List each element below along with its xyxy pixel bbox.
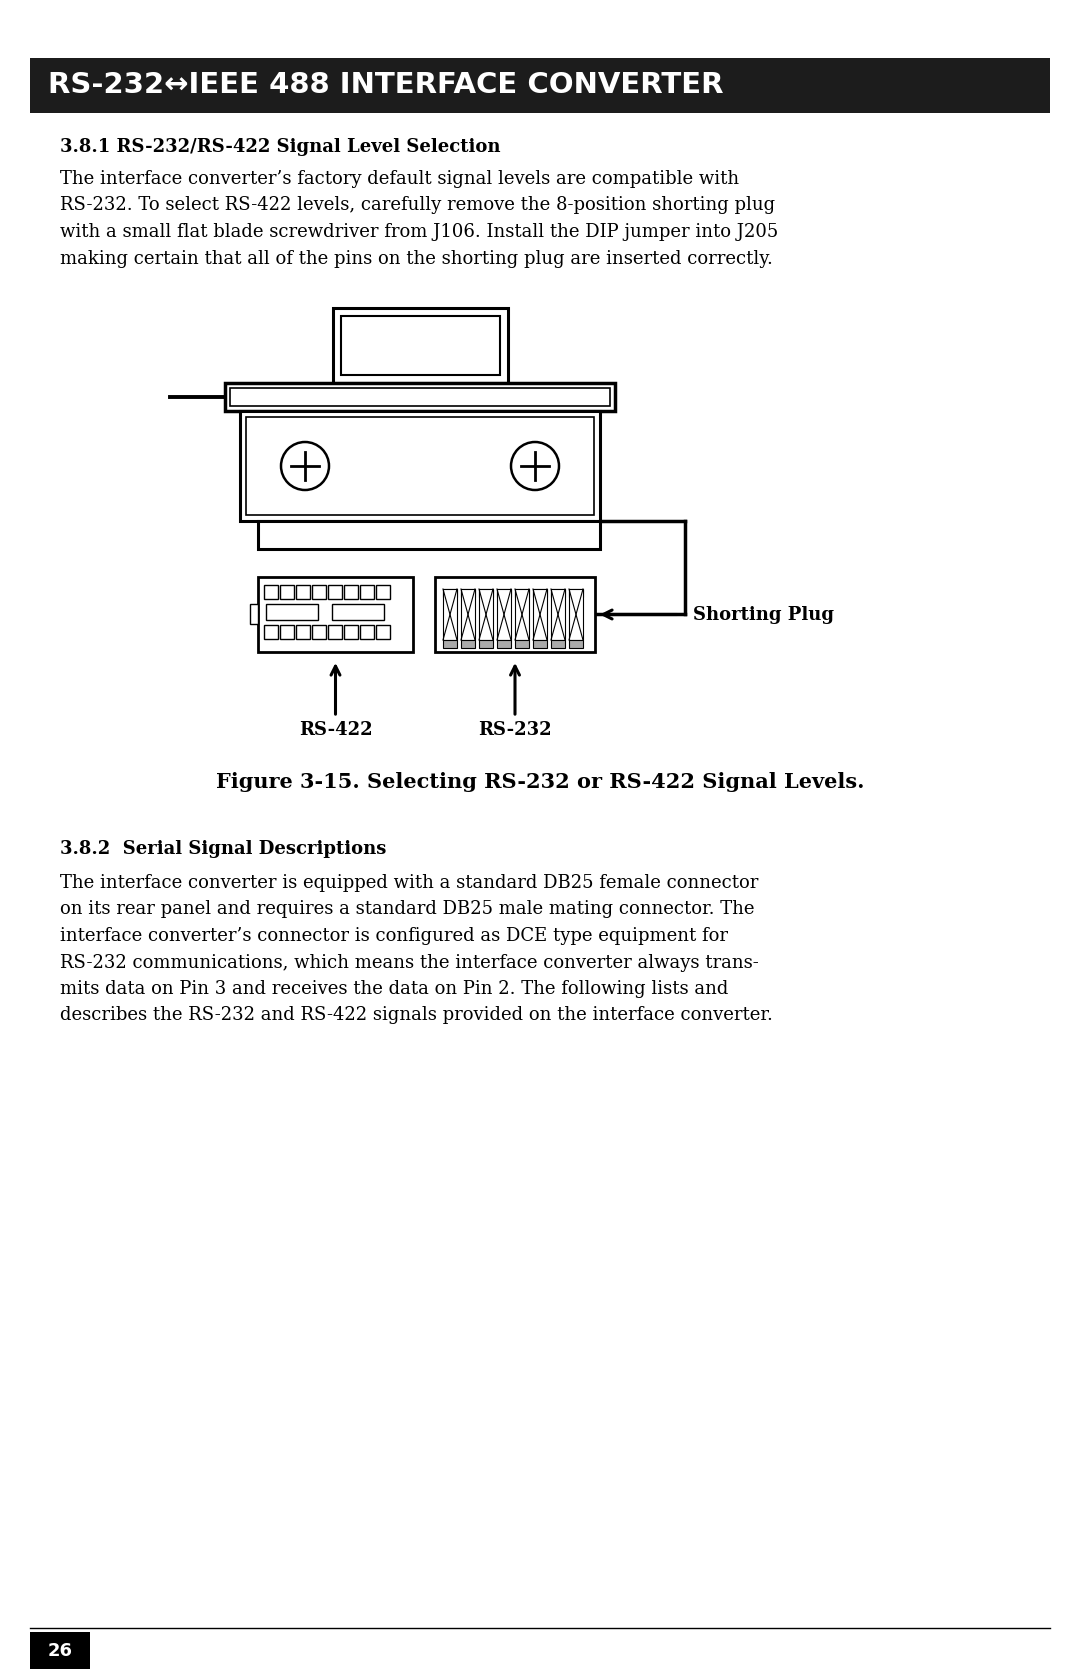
- Bar: [461, 589, 475, 598]
- Circle shape: [281, 442, 329, 491]
- Text: The interface converter is equipped with a standard DB25 female connector: The interface converter is equipped with…: [60, 875, 758, 891]
- Bar: [328, 586, 342, 599]
- Bar: [296, 624, 310, 639]
- Text: on its rear panel and requires a standard DB25 male mating connector. The: on its rear panel and requires a standar…: [60, 901, 755, 918]
- Text: Figure 3-15. Selecting RS-232 or RS-422 Signal Levels.: Figure 3-15. Selecting RS-232 or RS-422 …: [216, 773, 864, 793]
- Bar: [266, 604, 318, 619]
- Bar: [258, 521, 600, 549]
- Text: mits data on Pin 3 and receives the data on Pin 2. The following lists and: mits data on Pin 3 and receives the data…: [60, 980, 728, 998]
- Bar: [435, 577, 595, 653]
- Text: RS-232 communications, which means the interface converter always trans-: RS-232 communications, which means the i…: [60, 953, 759, 971]
- Bar: [497, 639, 511, 648]
- Bar: [443, 639, 457, 648]
- Bar: [240, 411, 600, 521]
- Bar: [360, 586, 374, 599]
- Text: RS-232↔IEEE 488 INTERFACE CONVERTER: RS-232↔IEEE 488 INTERFACE CONVERTER: [48, 72, 724, 100]
- Bar: [312, 586, 326, 599]
- Bar: [515, 639, 529, 648]
- Bar: [515, 589, 529, 639]
- Bar: [376, 624, 390, 639]
- Bar: [461, 589, 475, 639]
- Bar: [569, 589, 583, 639]
- Bar: [30, 58, 1050, 113]
- Bar: [480, 589, 492, 598]
- Bar: [345, 624, 357, 639]
- Bar: [497, 589, 511, 598]
- Bar: [480, 589, 492, 639]
- Bar: [443, 589, 457, 598]
- Bar: [333, 309, 508, 382]
- Text: RS-232: RS-232: [478, 721, 552, 739]
- Text: 3.8.2  Serial Signal Descriptions: 3.8.2 Serial Signal Descriptions: [60, 840, 387, 858]
- Bar: [551, 639, 565, 648]
- Text: RS-232. To select RS-422 levels, carefully remove the 8-position shorting plug: RS-232. To select RS-422 levels, careful…: [60, 197, 775, 215]
- Bar: [534, 589, 546, 598]
- Bar: [332, 604, 384, 619]
- Text: making certain that all of the pins on the shorting plug are inserted correctly.: making certain that all of the pins on t…: [60, 249, 773, 267]
- Text: 26: 26: [48, 1642, 72, 1659]
- Bar: [480, 639, 492, 648]
- Text: interface converter’s connector is configured as DCE type equipment for: interface converter’s connector is confi…: [60, 926, 728, 945]
- Text: describes the RS-232 and RS-422 signals provided on the interface converter.: describes the RS-232 and RS-422 signals …: [60, 1006, 773, 1025]
- Bar: [443, 589, 457, 639]
- Bar: [551, 589, 565, 639]
- Bar: [230, 387, 610, 406]
- Bar: [461, 639, 475, 648]
- Bar: [534, 589, 546, 639]
- Bar: [30, 1632, 90, 1669]
- Bar: [376, 586, 390, 599]
- Bar: [225, 382, 615, 411]
- Bar: [569, 639, 583, 648]
- Text: 3.8.1 RS-232/RS-422 Signal Level Selection: 3.8.1 RS-232/RS-422 Signal Level Selecti…: [60, 139, 500, 155]
- Bar: [258, 577, 413, 653]
- Bar: [296, 586, 310, 599]
- Text: The interface converter’s factory default signal levels are compatible with: The interface converter’s factory defaul…: [60, 170, 739, 189]
- Bar: [264, 586, 278, 599]
- Bar: [569, 589, 583, 598]
- Bar: [340, 315, 499, 376]
- Bar: [328, 624, 342, 639]
- Bar: [551, 589, 565, 598]
- Bar: [264, 624, 278, 639]
- Bar: [312, 624, 326, 639]
- Bar: [280, 624, 294, 639]
- Bar: [280, 586, 294, 599]
- Bar: [246, 417, 594, 516]
- Bar: [515, 589, 529, 598]
- Text: Shorting Plug: Shorting Plug: [693, 606, 834, 624]
- Bar: [360, 624, 374, 639]
- Bar: [249, 604, 258, 624]
- Bar: [497, 589, 511, 639]
- Text: RS-422: RS-422: [299, 721, 373, 739]
- Text: with a small flat blade screwdriver from J106. Install the DIP jumper into J205: with a small flat blade screwdriver from…: [60, 224, 779, 240]
- Bar: [534, 639, 546, 648]
- Circle shape: [511, 442, 559, 491]
- Bar: [345, 586, 357, 599]
